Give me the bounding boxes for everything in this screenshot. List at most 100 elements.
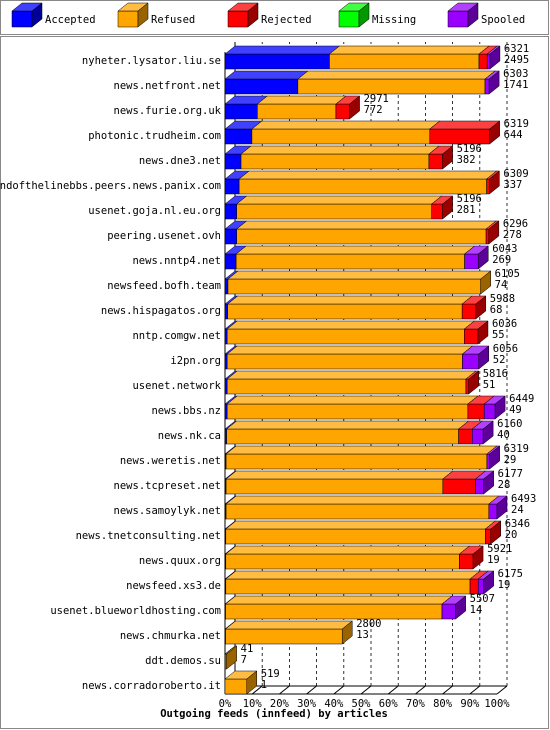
total-label: 5988 [490, 293, 515, 305]
bar-segment [226, 395, 479, 420]
bar-front [297, 78, 486, 95]
total-label: 2800 [356, 618, 381, 630]
bar-side [341, 620, 353, 645]
bar-segment [465, 370, 480, 395]
bar-segment [335, 95, 361, 120]
bar-front [224, 203, 237, 220]
bar-top [225, 420, 470, 430]
bar-side [490, 520, 501, 545]
bar-segment [484, 70, 500, 95]
bar-segment [486, 45, 501, 70]
bar-side [482, 420, 494, 445]
bar-front [224, 78, 299, 95]
bar-front [251, 128, 431, 145]
tick-mark [387, 685, 399, 695]
bar-front [486, 453, 490, 470]
bar-front [11, 10, 33, 28]
bar-segment [256, 95, 347, 120]
bar-front [441, 603, 456, 620]
bar-segment [297, 70, 496, 95]
bar-segment [486, 445, 501, 470]
total-label: 5507 [470, 593, 495, 605]
total-label: 6309 [503, 168, 528, 180]
bar-side [467, 2, 479, 28]
bar-segment [251, 120, 441, 145]
bar-front [461, 303, 477, 320]
bar-front [235, 253, 465, 270]
bar-front [442, 478, 476, 495]
bar-segment [225, 445, 498, 470]
legend-label: Missing [372, 14, 416, 26]
bar-top [226, 320, 476, 330]
y-tick-label: news.bbs.nz [151, 405, 221, 417]
bar-segment [224, 45, 341, 70]
bar-front [236, 203, 432, 220]
bar-front [488, 503, 498, 520]
total-label: 6296 [503, 218, 528, 230]
bar-front [477, 578, 484, 595]
accepted-label: 20 [505, 529, 518, 541]
legend-label: Rejected [261, 14, 312, 26]
x-tick-label: 50% [352, 698, 372, 710]
x-tick-label: 80% [433, 698, 453, 710]
bar-segment [238, 170, 498, 195]
bar-front [224, 53, 330, 70]
bar-front [238, 178, 487, 195]
bar-side [477, 245, 489, 270]
bar-front [467, 403, 485, 420]
bar-side [494, 395, 506, 420]
bar-front [226, 328, 465, 345]
bar-segment [224, 595, 453, 620]
bar-front [335, 103, 350, 120]
accepted-label: 28 [498, 479, 511, 491]
bar-front [224, 178, 240, 195]
bar-segment [225, 545, 471, 570]
bar-front [225, 503, 490, 520]
bar-side [246, 670, 258, 695]
total-label: 5816 [483, 368, 508, 380]
bar-front [471, 428, 484, 445]
bar-segment [225, 470, 454, 495]
bar-front [447, 10, 469, 28]
tick-mark [496, 685, 508, 695]
bar-side [247, 2, 259, 28]
bar-side [488, 70, 500, 95]
y-tick-label: usenet.blueworldhosting.com [50, 605, 221, 617]
bar-side [226, 645, 237, 670]
x-tick-label: 90% [460, 698, 480, 710]
bar-front [464, 328, 479, 345]
accepted-label: 19 [498, 579, 511, 591]
accepted-label: 382 [457, 154, 476, 166]
y-tick-label: usenet.network [132, 380, 221, 392]
bar-front [462, 353, 480, 370]
total-label: 6319 [504, 443, 529, 455]
bar-segment [483, 395, 506, 420]
accepted-label: 24 [511, 504, 524, 516]
bar-side [489, 120, 500, 145]
bar-segment [328, 45, 490, 70]
bar-segment [227, 270, 492, 295]
accepted-label: 13 [356, 629, 369, 641]
bar-front [428, 153, 443, 170]
legend-label: Spooled [481, 14, 525, 26]
tick-mark [360, 685, 372, 695]
bar-front [226, 378, 467, 395]
bar-segment [235, 220, 497, 245]
bar-segment [235, 245, 476, 270]
bar-segment [227, 295, 473, 320]
total-label: 6319 [504, 118, 529, 130]
y-tick-label: peering.usenet.ovh [107, 230, 221, 242]
y-tick-label: news.chmurka.net [120, 630, 221, 642]
bar-front [338, 10, 360, 28]
bar-segment [477, 570, 495, 595]
bar-front [486, 53, 491, 70]
total-label: 6056 [493, 343, 518, 355]
bar-top [226, 395, 479, 405]
bar-top [240, 145, 440, 155]
bar-segment [224, 70, 309, 95]
bar-front [429, 128, 490, 145]
bar-front [475, 478, 484, 495]
bar-segment [224, 670, 258, 695]
bar-front [329, 53, 480, 70]
legend-item: Rejected [227, 2, 312, 28]
